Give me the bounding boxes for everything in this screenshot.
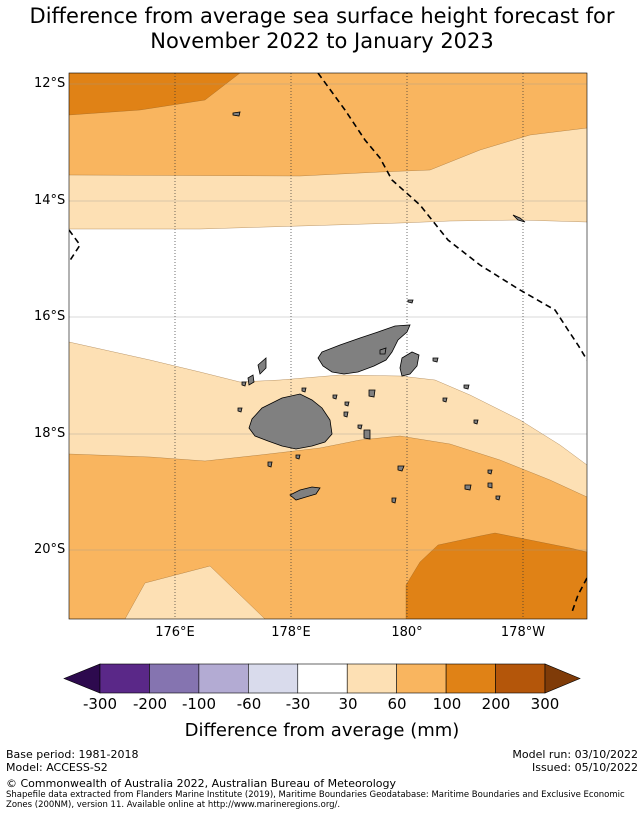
island-small-10: [379, 347, 387, 355]
colorbar-extend-low: [63, 663, 101, 694]
island-small-8: [407, 299, 414, 304]
model-run-date: Model run: 03/10/2022: [512, 748, 638, 761]
island-koro: [368, 389, 376, 398]
island-small-13: [344, 401, 350, 407]
map-area: [69, 73, 587, 619]
colorbar-segment: [198, 663, 249, 694]
island-small-2: [432, 357, 439, 363]
island-small-3: [343, 411, 349, 418]
island-vanua-levu: [317, 324, 411, 375]
island-small-20: [295, 454, 301, 460]
island-small-16: [237, 407, 243, 413]
island-small-15: [357, 424, 363, 430]
colorbar: [63, 663, 581, 694]
lat-label-12s: 12°S: [34, 76, 66, 91]
island-small-17: [495, 495, 501, 501]
lon-label-180: 180°: [391, 625, 423, 640]
island-yasawa-1: [257, 357, 267, 375]
island-yasawa-2: [247, 374, 255, 386]
band-neutral: [69, 220, 587, 465]
map-title: Difference from average sea surface heig…: [0, 4, 644, 54]
longitude-gridlines: [174, 73, 524, 619]
lon-label-176e: 176°E: [155, 625, 195, 640]
lon-label-178e: 178°E: [271, 625, 311, 640]
data-source: Shapefile data extracted from Flanders M…: [6, 790, 625, 810]
island-taveuni: [399, 351, 420, 377]
colorbar-tick: 300: [530, 695, 560, 713]
lat-label-18s: 18°S: [34, 426, 66, 441]
eez-boundary-south: [571, 577, 587, 613]
band-100-200-south: [406, 533, 587, 619]
colorbar-segment: [445, 663, 496, 694]
island-small-18: [487, 469, 493, 475]
lat-label-16s: 16°S: [34, 309, 66, 324]
issued-date: Issued: 05/10/2022: [531, 761, 638, 774]
island-kadavu: [289, 486, 321, 501]
base-period: Base period: 1981-2018: [6, 748, 139, 761]
eez-boundary-west: [69, 229, 81, 263]
fiji-islands: [232, 111, 526, 504]
contour-lines: [69, 73, 587, 619]
island-small-5: [391, 497, 397, 504]
island-small-4: [301, 387, 307, 393]
eez-boundary: [317, 73, 587, 361]
colorbar-segment: [297, 663, 348, 694]
island-small-1: [267, 461, 273, 468]
lat-label-20s: 20°S: [34, 542, 66, 557]
colorbar-extend-high: [544, 663, 581, 694]
island-small-7: [487, 482, 493, 489]
lat-label-14s: 14°S: [34, 193, 66, 208]
colorbar-segment: [346, 663, 397, 694]
lon-label-178w: 178°W: [500, 625, 546, 640]
island-small-19: [473, 419, 479, 425]
colorbar-tick: -300: [82, 695, 118, 713]
copyright: © Commonwealth of Australia 2022, Austra…: [6, 777, 396, 790]
colorbar-segment: [495, 663, 546, 694]
colorbar-tick: 100: [432, 695, 462, 713]
colorbar-tick: -30: [285, 695, 311, 713]
title-line-2: November 2022 to January 2023: [150, 29, 494, 53]
colorbar-segment: [396, 663, 447, 694]
island-small-12: [332, 394, 338, 400]
colorbar-title: Difference from average (mm): [184, 720, 460, 741]
colorbar-tick: -100: [181, 695, 217, 713]
island-small-6: [464, 484, 472, 491]
island-northeast: [512, 214, 526, 223]
colorbar-tick: -60: [236, 695, 262, 713]
island-small-9: [463, 384, 470, 390]
colorbar-segment: [149, 663, 200, 694]
island-moala: [397, 465, 405, 472]
island-gau: [363, 429, 371, 440]
colorbar-tick: 30: [338, 695, 358, 713]
colorbar-tick: 60: [387, 695, 407, 713]
map-frame: [68, 72, 588, 620]
colorbar-tick: -200: [132, 695, 168, 713]
model-name: Model: ACCESS-S2: [6, 761, 108, 774]
colorbar-segment: [99, 663, 150, 694]
colorbar-tick: 200: [481, 695, 511, 713]
title-line-1: Difference from average sea surface heig…: [29, 4, 615, 28]
island-small-11: [442, 397, 448, 403]
island-rotuma: [232, 111, 241, 117]
island-small-14: [241, 381, 247, 387]
band-100-200-north: [69, 73, 240, 115]
colorbar-segment: [248, 663, 299, 694]
island-viti-levu: [248, 393, 333, 450]
